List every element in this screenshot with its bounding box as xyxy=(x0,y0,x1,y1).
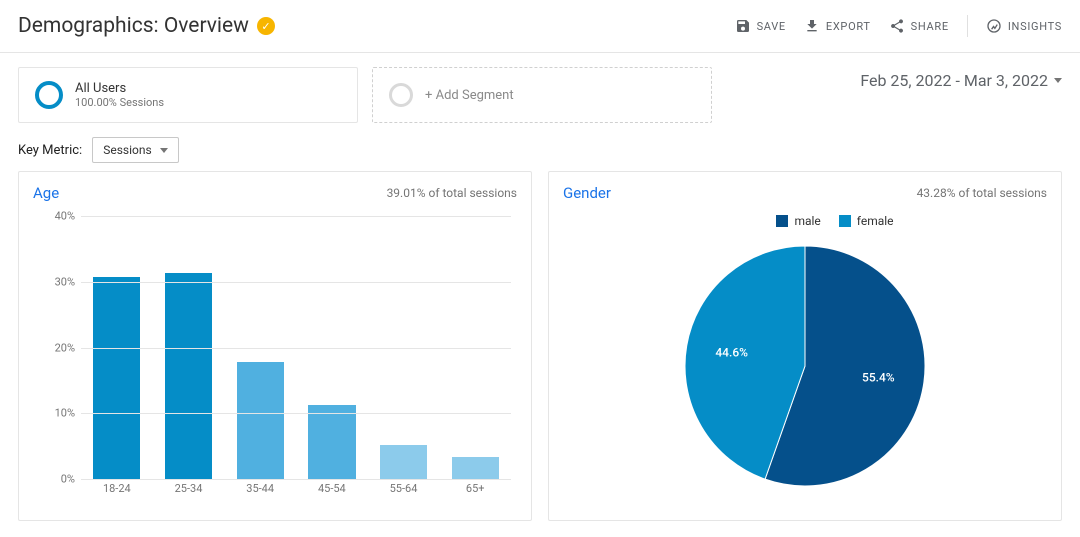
age-chart-title: Age xyxy=(33,184,59,202)
gender-pie-wrap: male female 55.4% 44.6% xyxy=(563,210,1047,496)
bar[interactable] xyxy=(308,405,355,479)
key-metric-value: Sessions xyxy=(103,143,151,157)
gridline xyxy=(81,282,511,283)
gridline xyxy=(81,479,511,480)
key-metric-row: Key Metric: Sessions xyxy=(0,127,1080,171)
key-metric-label: Key Metric: xyxy=(18,143,82,158)
action-divider xyxy=(967,15,968,37)
segment-sub: 100.00% Sessions xyxy=(75,96,164,109)
legend-item: male xyxy=(776,214,820,228)
x-axis-label: 55-64 xyxy=(368,482,440,502)
bar[interactable] xyxy=(237,362,284,479)
gender-chart-subtitle: 43.28% of total sessions xyxy=(917,186,1047,200)
save-button[interactable]: SAVE xyxy=(735,18,786,34)
chevron-down-icon xyxy=(160,148,168,153)
y-axis-label: 30% xyxy=(37,275,75,288)
header-actions: SAVE EXPORT SHARE INSIGHTS xyxy=(735,15,1062,37)
legend-item: female xyxy=(839,214,894,228)
gender-legend: male female xyxy=(716,214,893,228)
segment-all-users[interactable]: All Users 100.00% Sessions xyxy=(18,67,358,123)
bar[interactable] xyxy=(452,457,499,479)
pie-slice-label: 44.6% xyxy=(715,346,748,360)
age-bar-chart: 0%10%20%30%40% 18-2425-3435-4445-5455-64… xyxy=(33,210,517,502)
legend-label: male xyxy=(794,214,820,228)
export-icon xyxy=(804,18,820,34)
verified-badge-icon: ✓ xyxy=(257,17,275,35)
gridline xyxy=(81,413,511,414)
x-axis-label: 35-44 xyxy=(224,482,296,502)
export-button[interactable]: EXPORT xyxy=(804,18,871,34)
date-range-label: Feb 25, 2022 - Mar 3, 2022 xyxy=(860,71,1048,90)
x-axis-label: 45-54 xyxy=(296,482,368,502)
segments-row: All Users 100.00% Sessions + Add Segment… xyxy=(0,53,1080,127)
gender-chart-card: Gender 43.28% of total sessions male fema… xyxy=(548,171,1062,521)
x-axis-label: 18-24 xyxy=(81,482,153,502)
segment-ring-icon xyxy=(35,81,63,109)
gender-chart-title: Gender xyxy=(563,184,611,202)
age-plot-area: 0%10%20%30%40% xyxy=(81,216,511,480)
export-label: EXPORT xyxy=(826,20,871,33)
share-button[interactable]: SHARE xyxy=(889,18,949,34)
bar[interactable] xyxy=(93,277,140,480)
y-axis-label: 40% xyxy=(37,210,75,223)
insights-button[interactable]: INSIGHTS xyxy=(986,18,1062,34)
gridline xyxy=(81,348,511,349)
insights-label: INSIGHTS xyxy=(1008,20,1062,33)
bar[interactable] xyxy=(380,445,427,479)
date-range-picker[interactable]: Feb 25, 2022 - Mar 3, 2022 xyxy=(860,67,1062,90)
title-wrap: Demographics: Overview ✓ xyxy=(18,14,275,38)
gridline xyxy=(81,216,511,217)
x-axis-label: 65+ xyxy=(439,482,511,502)
save-label: SAVE xyxy=(757,20,786,33)
bar[interactable] xyxy=(165,273,212,479)
x-axis-label: 25-34 xyxy=(153,482,225,502)
age-chart-subtitle: 39.01% of total sessions xyxy=(387,186,517,200)
page-header: Demographics: Overview ✓ SAVE EXPORT SHA… xyxy=(0,0,1080,53)
y-axis-label: 0% xyxy=(37,473,75,486)
legend-swatch-icon xyxy=(839,215,851,227)
pie-slice-label: 55.4% xyxy=(862,371,895,385)
age-chart-head: Age 39.01% of total sessions xyxy=(33,184,517,202)
share-icon xyxy=(889,18,905,34)
add-segment-button[interactable]: + Add Segment xyxy=(372,67,712,123)
charts-row: Age 39.01% of total sessions 0%10%20%30%… xyxy=(0,171,1080,537)
segment-title: All Users xyxy=(75,81,164,96)
page-title: Demographics: Overview xyxy=(18,14,249,38)
key-metric-select[interactable]: Sessions xyxy=(92,137,178,163)
y-axis-label: 20% xyxy=(37,341,75,354)
gender-pie: 55.4% 44.6% xyxy=(675,236,935,496)
age-x-labels: 18-2425-3435-4445-5455-6465+ xyxy=(81,482,511,502)
chevron-down-icon xyxy=(1054,78,1062,83)
plus-circle-icon xyxy=(389,83,413,107)
legend-label: female xyxy=(857,214,894,228)
add-segment-label: + Add Segment xyxy=(425,88,514,103)
gender-chart-head: Gender 43.28% of total sessions xyxy=(563,184,1047,202)
age-chart-card: Age 39.01% of total sessions 0%10%20%30%… xyxy=(18,171,532,521)
save-icon xyxy=(735,18,751,34)
insights-icon xyxy=(986,18,1002,34)
legend-swatch-icon xyxy=(776,215,788,227)
y-axis-label: 10% xyxy=(37,407,75,420)
share-label: SHARE xyxy=(911,20,949,33)
segment-text: All Users 100.00% Sessions xyxy=(75,81,164,109)
